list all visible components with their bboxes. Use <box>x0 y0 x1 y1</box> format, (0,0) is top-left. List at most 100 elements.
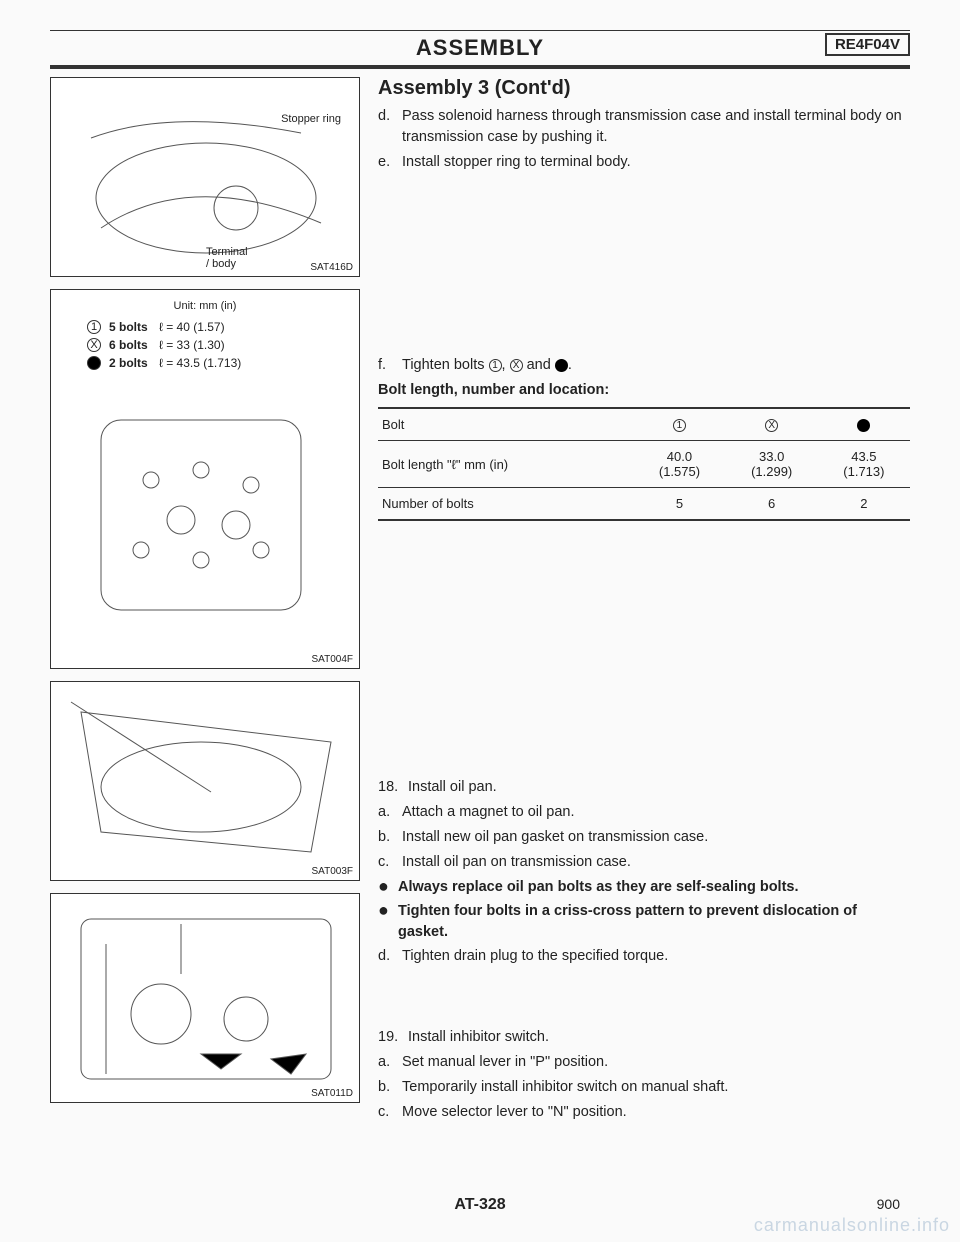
table-cell-num-label: Number of bolts <box>378 488 633 521</box>
step-text: Install stopper ring to terminal body. <box>402 152 910 173</box>
page-number-right: 900 <box>877 1196 900 1212</box>
fig1-label-stopper: Stopper ring <box>281 113 341 125</box>
fig2-unit: Unit: mm (in) <box>51 290 359 312</box>
header-rule-thick <box>50 65 910 69</box>
spacer <box>378 177 910 355</box>
figure-1: Stopper ring Terminal/ body SAT416D <box>50 77 360 277</box>
step-text: Attach a magnet to oil pan. <box>402 802 910 823</box>
symbol-1-icon: 1 <box>489 359 502 372</box>
symbol-circle-x: X <box>87 338 101 352</box>
fig2-code: SAT004F <box>312 654 354 665</box>
header-rule-top <box>50 30 910 31</box>
step-18b: b. Install new oil pan gasket on transmi… <box>378 827 910 848</box>
fig2-row-label: 2 bolts <box>109 354 159 372</box>
bullet-text: Tighten four bolts in a criss-cross patt… <box>398 901 910 943</box>
step-text: Install oil pan on transmission case. <box>402 852 910 873</box>
figure-4: SAT011D <box>50 893 360 1103</box>
watermark: carmanualsonline.info <box>754 1215 950 1236</box>
table-cell: 6 <box>726 488 818 521</box>
table-row: Bolt 1 X <box>378 408 910 441</box>
right-column: Assembly 3 (Cont'd) d. Pass solenoid har… <box>360 77 910 1127</box>
figure-1-svg <box>51 78 359 276</box>
step-letter: b. <box>378 1077 402 1098</box>
step-18-bullet: ● Always replace oil pan bolts as they a… <box>378 877 910 898</box>
figure-3-svg <box>51 682 359 880</box>
step-letter: d. <box>378 106 402 148</box>
step-text: Pass solenoid harness through transmissi… <box>402 106 910 148</box>
bolt-table: Bolt 1 X Bolt length "ℓ" mm (in) 40.0(1.… <box>378 407 910 521</box>
step-letter: a. <box>378 802 402 823</box>
table-cell: 43.5(1.713) <box>818 441 910 488</box>
step-text: Temporarily install inhibitor switch on … <box>402 1077 910 1098</box>
bullet-text: Always replace oil pan bolts as they are… <box>398 877 910 898</box>
fig2-row: 1 5 bolts ℓ = 40 (1.57) <box>87 318 359 336</box>
table-row: Bolt length "ℓ" mm (in) 40.0(1.575) 33.0… <box>378 441 910 488</box>
step-18c: c. Install oil pan on transmission case. <box>378 852 910 873</box>
table-cell-length-label: Bolt length "ℓ" mm (in) <box>378 441 633 488</box>
step-text: Install new oil pan gasket on transmissi… <box>402 827 910 848</box>
left-column: Stopper ring Terminal/ body SAT416D Unit… <box>50 77 360 1127</box>
figure-2: Unit: mm (in) 1 5 bolts ℓ = 40 (1.57) X … <box>50 289 360 669</box>
symbol-x-icon: X <box>510 359 523 372</box>
symbol-circle-1: 1 <box>87 320 101 334</box>
step-text: Move selector lever to "N" position. <box>402 1102 910 1123</box>
figure-3: SAT003F <box>50 681 360 881</box>
section-subtitle: Assembly 3 (Cont'd) <box>378 77 910 100</box>
step-d: d. Pass solenoid harness through transmi… <box>378 106 910 148</box>
fig2-row-label: 5 bolts <box>109 318 159 336</box>
step-19c: c. Move selector lever to "N" position. <box>378 1102 910 1123</box>
step-title: Install inhibitor switch. <box>408 1027 910 1048</box>
step-text: Tighten drain plug to the specified torq… <box>402 946 910 967</box>
symbol-1-icon: 1 <box>673 419 686 432</box>
fig2-row: X 6 bolts ℓ = 33 (1.30) <box>87 336 359 354</box>
fig2-bolt-list: 1 5 bolts ℓ = 40 (1.57) X 6 bolts ℓ = 33… <box>51 312 359 372</box>
fig2-row-val: ℓ = 33 (1.30) <box>159 336 225 354</box>
symbol-dot-icon <box>555 359 568 372</box>
table-header-sym: 1 <box>633 408 725 441</box>
symbol-dot-icon <box>857 419 870 432</box>
fig4-code: SAT011D <box>311 1088 353 1099</box>
fig2-row-label: 6 bolts <box>109 336 159 354</box>
step-18: 18. Install oil pan. <box>378 777 910 798</box>
table-header-sym <box>818 408 910 441</box>
step-letter: c. <box>378 1102 402 1123</box>
spacer <box>378 971 910 1027</box>
step-letter: e. <box>378 152 402 173</box>
table-header-sym: X <box>726 408 818 441</box>
step-e: e. Install stopper ring to terminal body… <box>378 152 910 173</box>
bolt-table-heading: Bolt length, number and location: <box>378 380 910 401</box>
step-letter: f. <box>378 355 402 376</box>
table-row: Number of bolts 5 6 2 <box>378 488 910 521</box>
table-cell: 5 <box>633 488 725 521</box>
step-text: Set manual lever in "P" position. <box>402 1052 910 1073</box>
fig2-row: . 2 bolts ℓ = 43.5 (1.713) <box>87 354 359 372</box>
step-18-bullet: ● Tighten four bolts in a criss-cross pa… <box>378 901 910 943</box>
content-columns: Stopper ring Terminal/ body SAT416D Unit… <box>50 77 910 1127</box>
step-text: Tighten bolts 1, X and . <box>402 355 910 376</box>
step-letter: a. <box>378 1052 402 1073</box>
step-18a: a. Attach a magnet to oil pan. <box>378 802 910 823</box>
fig1-code: SAT416D <box>310 262 353 273</box>
table-header-bolt: Bolt <box>378 408 633 441</box>
header-row: ASSEMBLY RE4F04V <box>50 35 910 61</box>
page-number-center: AT-328 <box>454 1196 505 1214</box>
spacer <box>378 529 910 777</box>
step-19b: b. Temporarily install inhibitor switch … <box>378 1077 910 1098</box>
page-section-title: ASSEMBLY <box>416 35 544 61</box>
fig2-row-val: ℓ = 40 (1.57) <box>159 318 225 336</box>
step-19a: a. Set manual lever in "P" position. <box>378 1052 910 1073</box>
table-cell: 2 <box>818 488 910 521</box>
fig2-row-val: ℓ = 43.5 (1.713) <box>159 354 241 372</box>
step-title: Install oil pan. <box>408 777 910 798</box>
step-letter: b. <box>378 827 402 848</box>
table-cell: 40.0(1.575) <box>633 441 725 488</box>
symbol-x-icon: X <box>765 419 778 432</box>
bullet-icon: ● <box>378 877 398 898</box>
bullet-icon: ● <box>378 901 398 943</box>
footer: AT-328 900 <box>0 1196 960 1214</box>
symbol-dot: . <box>87 356 101 370</box>
step-19: 19. Install inhibitor switch. <box>378 1027 910 1048</box>
step-18d: d. Tighten drain plug to the specified t… <box>378 946 910 967</box>
fig3-code: SAT003F <box>312 866 354 877</box>
figure-4-svg <box>51 894 359 1102</box>
